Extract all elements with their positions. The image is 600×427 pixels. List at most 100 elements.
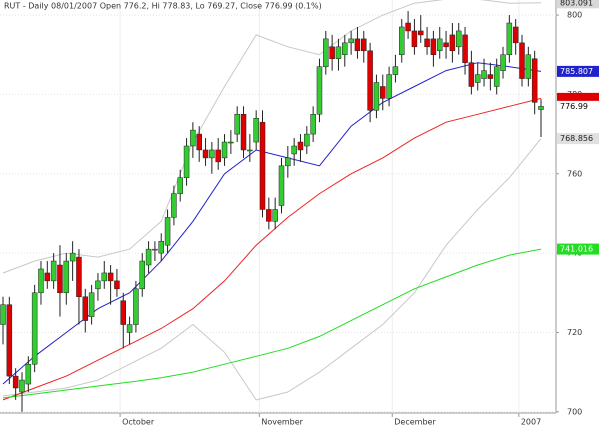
candle-body <box>468 62 475 87</box>
candle-body <box>310 114 316 135</box>
candle-body <box>512 26 519 44</box>
candle-body <box>531 58 538 103</box>
candle-body <box>348 38 354 44</box>
candle-body <box>177 177 183 194</box>
candle-body <box>152 248 158 251</box>
y-tick-label: 800 <box>567 11 582 20</box>
candle-body <box>221 141 228 159</box>
candle-body <box>158 240 164 254</box>
candle-body <box>361 38 367 52</box>
ma200-label: 741.016 <box>560 245 593 254</box>
candle-body <box>417 30 424 36</box>
candle-body <box>171 193 177 218</box>
candle-body <box>183 145 190 178</box>
candle-body <box>19 379 25 393</box>
candle-body <box>392 66 399 75</box>
candle-body <box>44 272 51 282</box>
candle-body <box>430 38 437 55</box>
candle-body <box>455 30 462 48</box>
candle-body <box>380 86 386 99</box>
candle-body <box>57 264 63 294</box>
candle-body <box>342 42 348 55</box>
upper-band-label-box <box>557 0 599 9</box>
candle-body <box>411 30 418 48</box>
candle-body <box>145 248 152 266</box>
close-label: 776.99 <box>560 102 588 111</box>
y-tick-label: 760 <box>567 169 582 178</box>
candle-body <box>76 256 82 298</box>
ma50-label-box <box>557 92 599 104</box>
upper-band-label: 803.091 <box>560 0 593 7</box>
candle-body <box>329 46 335 59</box>
candle-body <box>6 304 13 377</box>
candle-body <box>38 268 44 294</box>
candle-body <box>304 133 310 147</box>
candle-body <box>247 149 253 152</box>
candle-body <box>234 114 240 135</box>
candle-body <box>120 300 127 325</box>
candle-body <box>95 280 101 290</box>
candle-body <box>259 121 266 210</box>
candle-body <box>493 66 500 87</box>
x-tick-label: November <box>261 418 303 427</box>
chart-title: RUT - Daily 08/01/2007 Open 776.2, Hi 77… <box>4 2 322 11</box>
candle-body <box>215 149 221 163</box>
candle-body <box>25 363 32 385</box>
lower-band-label: 768.856 <box>560 134 593 143</box>
candle-body <box>323 38 329 67</box>
candle-body <box>139 260 145 290</box>
candle-body <box>316 66 323 115</box>
candle-body <box>474 74 481 83</box>
overlay-line <box>2 248 542 399</box>
candle-body <box>209 149 215 159</box>
ma20-label: 785.807 <box>560 67 593 76</box>
x-tick-label: 2007 <box>521 418 541 427</box>
candle-body <box>354 38 361 52</box>
overlay-line <box>2 138 542 401</box>
candle-body <box>126 324 133 333</box>
candle-body <box>297 141 304 151</box>
candle-body <box>443 42 449 48</box>
candle-body <box>519 42 525 79</box>
candle-body <box>31 292 38 365</box>
candle-body <box>88 292 95 317</box>
candle-body <box>278 165 285 206</box>
candle-body <box>228 141 234 144</box>
candle-body <box>405 22 411 32</box>
candle-body <box>373 82 380 111</box>
candle-body <box>69 252 76 262</box>
close-label-box <box>557 100 599 112</box>
ma20-label-box <box>557 65 599 77</box>
candle-body <box>335 46 342 59</box>
candle-body <box>367 50 373 111</box>
candle-body <box>253 117 259 143</box>
candle-body <box>63 260 70 294</box>
candle-body <box>12 375 19 389</box>
candle-body <box>133 288 139 325</box>
candle-body <box>107 272 114 282</box>
candle-body <box>525 54 532 79</box>
candle-body <box>538 106 544 110</box>
x-tick-label: October <box>122 418 155 427</box>
candle-body <box>164 217 171 246</box>
candle-body <box>190 129 196 147</box>
candle-body <box>202 149 209 159</box>
candle-body <box>436 38 443 52</box>
candle-body <box>272 209 278 222</box>
candle-body <box>506 22 513 55</box>
candle-body <box>487 74 494 79</box>
candle-body <box>481 70 487 79</box>
overlay-line <box>2 97 542 401</box>
candle-body <box>266 209 272 222</box>
candle-body <box>500 54 506 71</box>
candle-body <box>82 296 89 321</box>
x-tick-label: December <box>394 418 436 427</box>
y-tick-label: 700 <box>567 407 582 416</box>
candle-body <box>196 133 202 151</box>
candle-body <box>424 38 430 48</box>
lower-band-label-box <box>557 133 599 145</box>
candle-body <box>285 157 291 167</box>
candle-body <box>114 280 120 290</box>
